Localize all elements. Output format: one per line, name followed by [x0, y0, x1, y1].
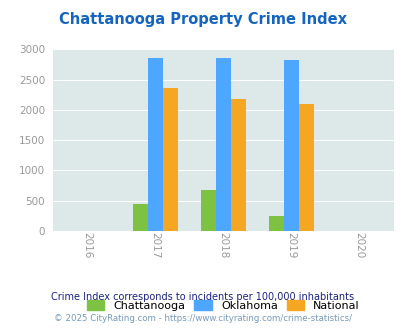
Bar [269, 215, 283, 231]
Bar [132, 204, 147, 231]
Text: Chattanooga Property Crime Index: Chattanooga Property Crime Index [59, 12, 346, 26]
Legend: Chattanooga, Oklahoma, National: Chattanooga, Oklahoma, National [86, 300, 359, 311]
Bar [215, 58, 230, 231]
Bar [284, 60, 298, 231]
Bar [230, 99, 245, 231]
Bar [162, 88, 177, 231]
Text: © 2025 CityRating.com - https://www.cityrating.com/crime-statistics/: © 2025 CityRating.com - https://www.city… [54, 314, 351, 323]
Text: Crime Index corresponds to incidents per 100,000 inhabitants: Crime Index corresponds to incidents per… [51, 292, 354, 302]
Bar [147, 58, 162, 231]
Bar [298, 104, 313, 231]
Bar [200, 190, 215, 231]
